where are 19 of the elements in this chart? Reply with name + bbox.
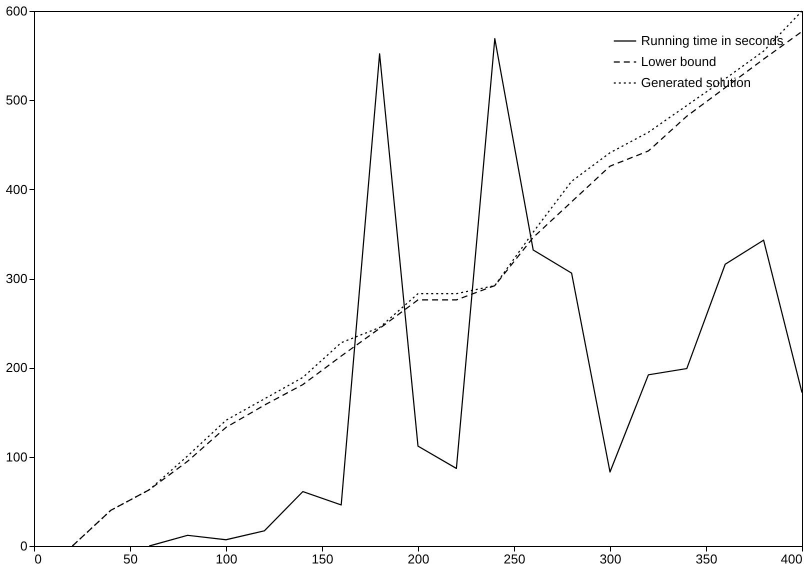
y-tick-label: 300	[6, 271, 28, 286]
y-tick-label: 400	[6, 182, 28, 197]
y-tick-label: 100	[6, 449, 28, 464]
y-tick-label: 600	[6, 4, 28, 18]
x-tick-label: 100	[216, 552, 238, 566]
legend-label: Lower bound	[641, 54, 716, 69]
x-tick-label: 0	[34, 552, 42, 566]
legend-label: Running time in seconds	[641, 33, 784, 48]
x-tick-label: 150	[312, 552, 334, 566]
y-tick-label: 500	[6, 92, 28, 108]
x-tick-label: 400	[780, 552, 802, 566]
legend-label: Generated solution	[641, 75, 751, 90]
x-tick-label: 250	[504, 552, 526, 566]
x-tick-label: 200	[408, 552, 430, 566]
x-tick-label: 300	[600, 552, 622, 566]
y-tick-label: 200	[6, 360, 28, 376]
x-tick-label: 50	[123, 552, 138, 566]
y-tick-label: 0	[20, 538, 28, 554]
x-tick-label: 350	[696, 552, 718, 566]
